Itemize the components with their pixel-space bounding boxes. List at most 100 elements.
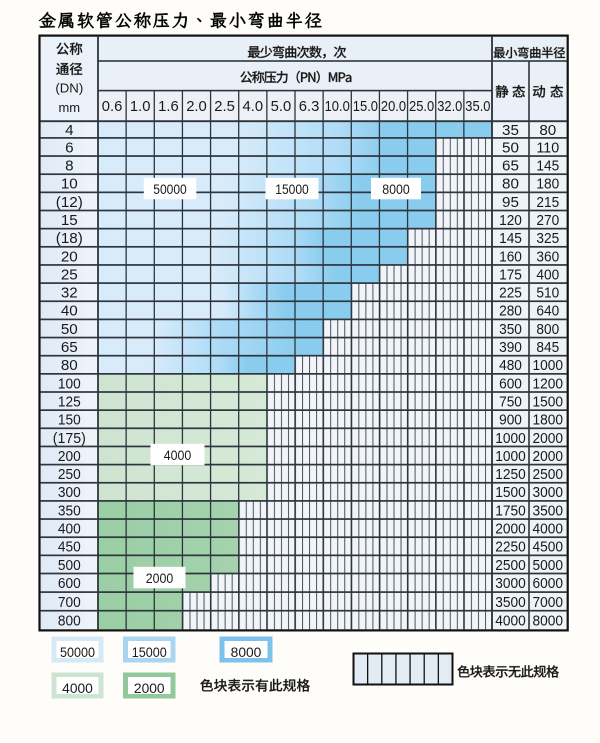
svg-text:175: 175 [499,266,522,283]
svg-text:225: 225 [499,285,522,302]
svg-text:110: 110 [536,139,559,156]
svg-text:640: 640 [536,303,559,320]
svg-text:80: 80 [502,176,519,193]
svg-text:700: 700 [58,594,81,611]
svg-text:500: 500 [58,557,81,574]
svg-text:15000: 15000 [132,645,167,660]
svg-text:3000: 3000 [495,575,526,592]
svg-text:(18): (18) [56,230,83,247]
svg-text:1500: 1500 [495,484,526,501]
svg-text:1000: 1000 [495,430,526,447]
svg-text:845: 845 [536,339,559,356]
svg-text:2500: 2500 [533,466,564,483]
svg-text:5.0: 5.0 [271,99,292,115]
svg-text:390: 390 [499,339,522,356]
svg-text:280: 280 [499,303,522,320]
svg-text:15.0: 15.0 [353,99,378,115]
svg-text:350: 350 [499,321,522,338]
svg-text:3000: 3000 [533,484,564,501]
svg-text:450: 450 [58,539,81,556]
svg-text:20.0: 20.0 [381,99,406,115]
svg-text:145: 145 [536,158,559,175]
svg-text:6000: 6000 [533,575,564,592]
svg-text:300: 300 [58,484,81,501]
svg-text:215: 215 [536,194,559,211]
svg-text:120: 120 [499,212,522,229]
svg-text:32: 32 [61,285,78,302]
svg-text:0.6: 0.6 [102,99,123,115]
svg-text:6: 6 [65,139,73,156]
svg-text:480: 480 [499,357,522,374]
svg-text:25: 25 [61,266,78,283]
svg-text:(175): (175) [53,430,86,447]
svg-text:1.6: 1.6 [158,99,179,115]
svg-text:32.0: 32.0 [437,99,462,115]
svg-text:400: 400 [536,266,559,283]
svg-text:510: 510 [536,285,559,302]
svg-text:4500: 4500 [533,539,564,556]
svg-text:125: 125 [58,394,81,411]
svg-text:65: 65 [61,339,78,356]
svg-text:50000: 50000 [60,645,95,660]
svg-text:65: 65 [502,158,519,175]
svg-text:2.0: 2.0 [186,99,207,115]
svg-text:80: 80 [539,122,556,139]
svg-text:1000: 1000 [495,448,526,465]
svg-text:800: 800 [536,321,559,338]
svg-text:180: 180 [536,176,559,193]
svg-text:4000: 4000 [533,521,564,538]
svg-text:50000: 50000 [153,181,187,197]
svg-text:2500: 2500 [495,557,526,574]
svg-text:7000: 7000 [533,594,564,611]
svg-text:2000: 2000 [495,521,526,538]
svg-text:325: 325 [536,230,559,247]
svg-text:360: 360 [536,248,559,265]
svg-text:5000: 5000 [533,557,564,574]
svg-text:2000: 2000 [134,681,165,696]
svg-text:150: 150 [58,412,81,429]
svg-text:20: 20 [61,248,78,265]
svg-text:350: 350 [58,502,81,519]
svg-text:(12): (12) [56,194,83,211]
svg-text:4000: 4000 [164,447,192,463]
svg-text:250: 250 [58,466,81,483]
svg-text:4.0: 4.0 [243,99,264,115]
svg-text:2250: 2250 [495,539,526,556]
svg-text:8: 8 [65,158,73,175]
svg-text:750: 750 [499,394,522,411]
svg-text:4000: 4000 [62,681,93,696]
svg-text:3500: 3500 [533,502,564,519]
svg-text:10.0: 10.0 [325,99,350,115]
svg-text:8000: 8000 [533,612,564,629]
svg-text:600: 600 [499,375,522,392]
svg-text:400: 400 [58,521,81,538]
svg-text:145: 145 [499,230,522,247]
svg-text:200: 200 [58,448,81,465]
svg-text:600: 600 [58,575,81,592]
svg-text:35.0: 35.0 [465,99,490,115]
svg-text:6.3: 6.3 [299,99,320,115]
svg-text:1000: 1000 [533,357,564,374]
svg-text:8000: 8000 [382,181,410,197]
svg-text:900: 900 [499,412,522,429]
svg-text:10: 10 [61,176,78,193]
svg-text:1500: 1500 [533,394,564,411]
svg-text:50: 50 [502,139,519,156]
svg-text:35: 35 [502,122,519,139]
svg-text:(DN): (DN) [55,81,83,96]
svg-text:2000: 2000 [533,430,564,447]
svg-text:1250: 1250 [495,466,526,483]
svg-text:270: 270 [536,212,559,229]
svg-text:1.0: 1.0 [130,99,151,115]
svg-text:25.0: 25.0 [409,99,434,115]
svg-text:1200: 1200 [533,375,564,392]
svg-text:2000: 2000 [146,570,174,586]
svg-text:2.5: 2.5 [214,99,235,115]
svg-text:100: 100 [58,375,81,392]
svg-text:4: 4 [65,122,73,139]
svg-text:4000: 4000 [495,612,526,629]
svg-text:15: 15 [61,212,78,229]
svg-text:40: 40 [61,303,78,320]
svg-text:15000: 15000 [275,181,309,197]
svg-text:mm: mm [58,100,80,115]
